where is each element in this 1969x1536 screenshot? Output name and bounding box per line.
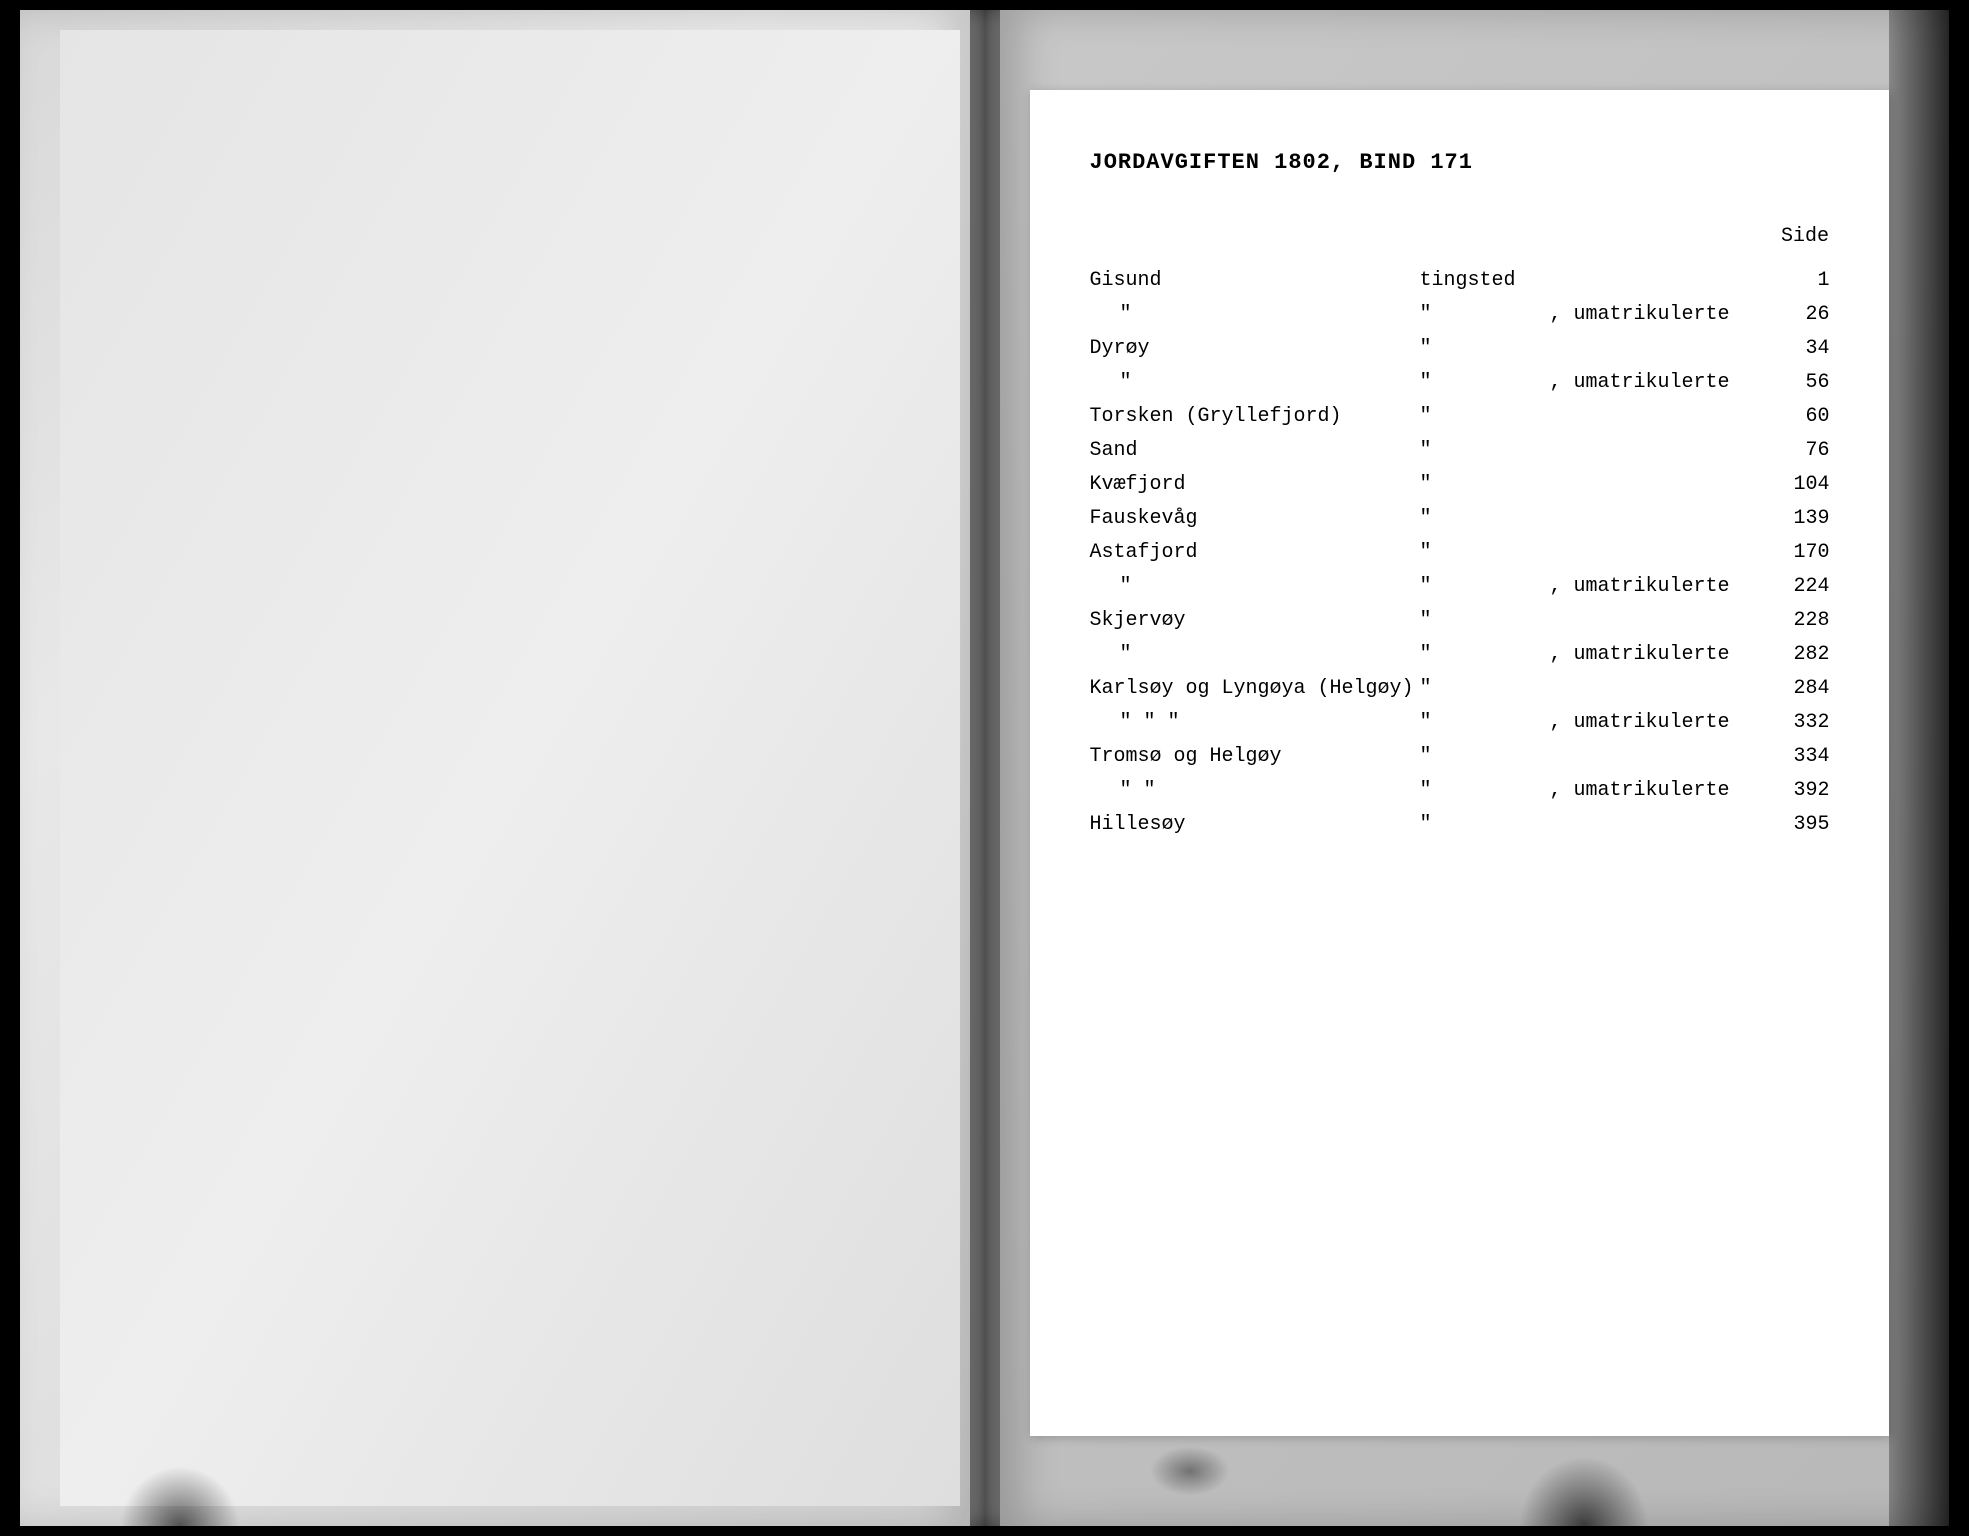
table-row: Astafjord" 170	[1090, 536, 1840, 570]
cell-tingsted: tingsted	[1420, 264, 1550, 298]
table-header-row: Side	[1090, 225, 1840, 248]
cell-page: 60	[1770, 400, 1830, 434]
cell-tingsted: "	[1420, 638, 1550, 672]
cell-place: Skjervøy	[1090, 604, 1420, 638]
book-spine	[970, 10, 1000, 1526]
table-row: Gisundtingsted 1	[1090, 264, 1840, 298]
document-title: JORDAVGIFTEN 1802, BIND 171	[1090, 150, 1840, 175]
cell-tingsted: "	[1420, 808, 1550, 842]
book-container: JORDAVGIFTEN 1802, BIND 171 Side Gisundt…	[20, 10, 1949, 1526]
table-row: "", umatrikulerte56	[1090, 366, 1840, 400]
cell-page: 224	[1770, 570, 1830, 604]
cell-note: , umatrikulerte	[1550, 706, 1770, 740]
cell-tingsted: "	[1420, 400, 1550, 434]
cell-place: Tromsø og Helgøy	[1090, 740, 1420, 774]
cell-note: , umatrikulerte	[1550, 774, 1770, 808]
cell-note: , umatrikulerte	[1550, 638, 1770, 672]
cell-place: Sand	[1090, 434, 1420, 468]
table-row: "", umatrikulerte26	[1090, 298, 1840, 332]
cell-place: " " "	[1090, 706, 1420, 740]
cell-page: 1	[1770, 264, 1830, 298]
right-page: JORDAVGIFTEN 1802, BIND 171 Side Gisundt…	[1000, 10, 1950, 1526]
cell-note: , umatrikulerte	[1550, 366, 1770, 400]
cell-place: Kvæfjord	[1090, 468, 1420, 502]
cell-tingsted: "	[1420, 332, 1550, 366]
cell-page: 334	[1770, 740, 1830, 774]
cell-page: 282	[1770, 638, 1830, 672]
cell-place: " "	[1090, 774, 1420, 808]
left-page	[20, 10, 970, 1526]
table-row: Skjervøy" 228	[1090, 604, 1840, 638]
cell-place: Fauskevåg	[1090, 502, 1420, 536]
document-sheet: JORDAVGIFTEN 1802, BIND 171 Side Gisundt…	[1030, 90, 1890, 1436]
table-row: "", umatrikulerte224	[1090, 570, 1840, 604]
cell-page: 56	[1770, 366, 1830, 400]
cell-place: Dyrøy	[1090, 332, 1420, 366]
cell-page: 34	[1770, 332, 1830, 366]
header-side-label: Side	[1781, 225, 1839, 248]
cell-tingsted: "	[1420, 570, 1550, 604]
table-row: Tromsø og Helgøy" 334	[1090, 740, 1840, 774]
table-row: Torsken (Gryllefjord)" 60	[1090, 400, 1840, 434]
cell-place: Astafjord	[1090, 536, 1420, 570]
table-row: Dyrøy" 34	[1090, 332, 1840, 366]
table-row: Karlsøy og Lyngøya (Helgøy)" 284	[1090, 672, 1840, 706]
cell-place: "	[1090, 298, 1420, 332]
cell-page: 170	[1770, 536, 1830, 570]
cell-page: 395	[1770, 808, 1830, 842]
cell-tingsted: "	[1420, 740, 1550, 774]
book-right-edge	[1889, 10, 1949, 1526]
cell-tingsted: "	[1420, 706, 1550, 740]
cell-tingsted: "	[1420, 468, 1550, 502]
cell-tingsted: "	[1420, 604, 1550, 638]
cell-place: "	[1090, 638, 1420, 672]
cell-place: Hillesøy	[1090, 808, 1420, 842]
cell-page: 26	[1770, 298, 1830, 332]
table-row: Sand" 76	[1090, 434, 1840, 468]
table-row: Fauskevåg" 139	[1090, 502, 1840, 536]
cell-page: 392	[1770, 774, 1830, 808]
cell-page: 284	[1770, 672, 1830, 706]
table-row: Hillesøy" 395	[1090, 808, 1840, 842]
cell-note: , umatrikulerte	[1550, 298, 1770, 332]
cell-page: 104	[1770, 468, 1830, 502]
cell-tingsted: "	[1420, 672, 1550, 706]
cell-tingsted: "	[1420, 366, 1550, 400]
cell-place: "	[1090, 570, 1420, 604]
cell-page: 228	[1770, 604, 1830, 638]
cell-note: , umatrikulerte	[1550, 570, 1770, 604]
table-row: " "", umatrikulerte392	[1090, 774, 1840, 808]
table-row: "", umatrikulerte282	[1090, 638, 1840, 672]
cell-place: Torsken (Gryllefjord)	[1090, 400, 1420, 434]
cell-tingsted: "	[1420, 434, 1550, 468]
table-row: " " "", umatrikulerte332	[1090, 706, 1840, 740]
cell-tingsted: "	[1420, 774, 1550, 808]
cell-place: Karlsøy og Lyngøya (Helgøy)	[1090, 672, 1420, 706]
cell-tingsted: "	[1420, 536, 1550, 570]
cell-tingsted: "	[1420, 298, 1550, 332]
cell-page: 139	[1770, 502, 1830, 536]
cell-place: Gisund	[1090, 264, 1420, 298]
table-row: Kvæfjord" 104	[1090, 468, 1840, 502]
index-table: Gisundtingsted1"", umatrikulerte26Dyrøy"…	[1090, 264, 1840, 842]
cell-tingsted: "	[1420, 502, 1550, 536]
cell-page: 76	[1770, 434, 1830, 468]
cell-place: "	[1090, 366, 1420, 400]
cell-page: 332	[1770, 706, 1830, 740]
page-smudge	[1150, 1446, 1230, 1496]
